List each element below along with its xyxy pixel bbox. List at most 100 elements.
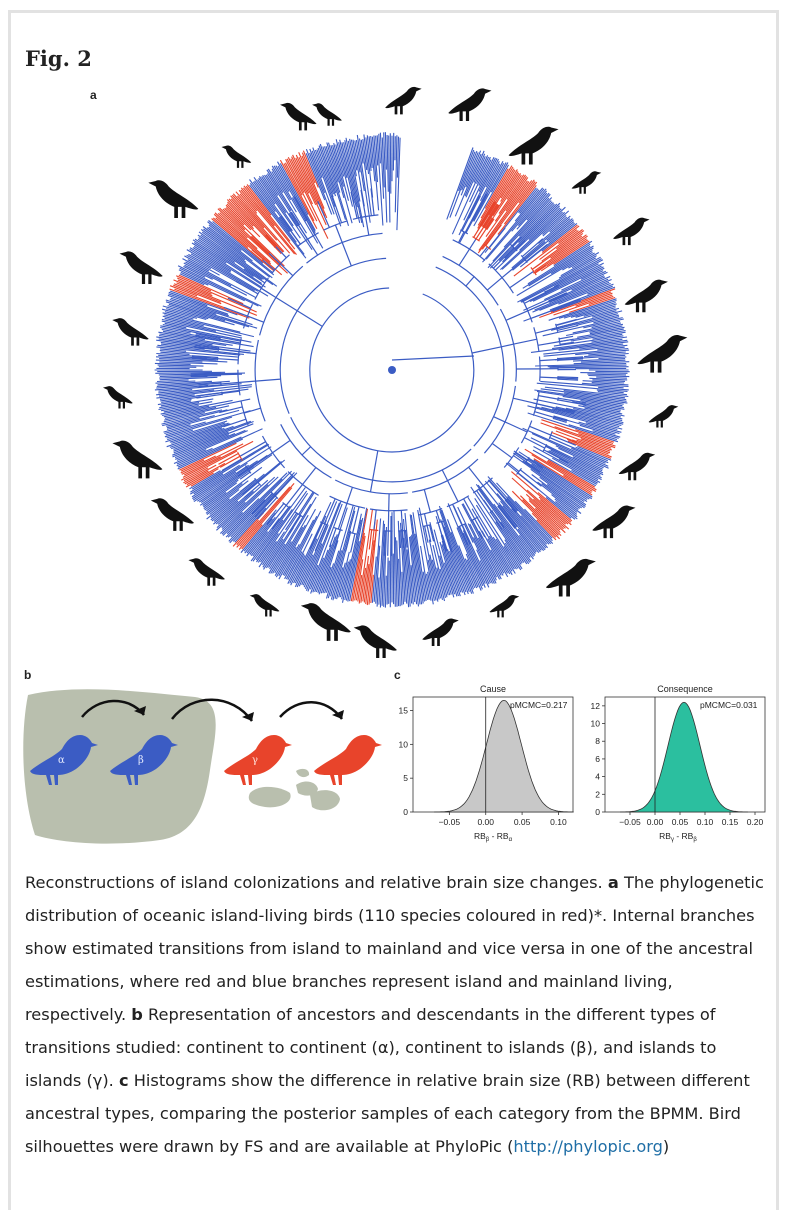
y-tick-label: 4 xyxy=(595,772,600,782)
y-tick-label: 8 xyxy=(595,736,600,746)
bird-silhouette-icon xyxy=(649,405,679,427)
tree-tip xyxy=(387,558,388,605)
tree-branch xyxy=(191,373,221,374)
bird-silhouette-icon xyxy=(103,386,133,408)
tree-branch xyxy=(388,531,389,556)
bird-silhouette-icon xyxy=(572,171,602,193)
cause-title: Cause xyxy=(480,684,506,694)
tree-branch xyxy=(258,463,281,482)
bird-silhouette-icon xyxy=(422,619,458,647)
bird-silhouette-icon xyxy=(354,625,397,658)
tree-branch xyxy=(280,264,293,276)
tree-branch xyxy=(338,503,347,529)
tree-branch xyxy=(371,480,373,492)
tree-branch xyxy=(513,398,537,404)
tree-branch xyxy=(248,316,264,322)
tree-branch xyxy=(487,278,502,291)
x-tick-label: −0.05 xyxy=(439,817,461,827)
x-tick-label: 0.20 xyxy=(747,817,764,827)
tree-branch xyxy=(505,422,527,432)
alpha-label: α xyxy=(58,755,65,766)
tree-branch xyxy=(474,225,481,237)
tree-branch xyxy=(366,217,369,236)
tree-branch xyxy=(514,339,537,344)
bird-silhouette-icon xyxy=(222,145,252,167)
cause-xlabel: RBβ - RBα xyxy=(474,831,513,843)
island-shape xyxy=(310,790,340,810)
bird-silhouette-icon xyxy=(385,87,421,115)
tree-branch xyxy=(347,487,353,503)
tree-branch xyxy=(424,490,430,513)
bird-silhouette-icon xyxy=(112,441,162,479)
phylopic-link[interactable]: http://phylopic.org xyxy=(513,1137,662,1156)
arrow-gamma-gamma xyxy=(280,702,342,719)
tree-branch xyxy=(400,531,401,548)
y-tick-label: 15 xyxy=(399,706,409,716)
y-tick-label: 10 xyxy=(591,719,601,729)
y-tick-label: 10 xyxy=(399,739,409,749)
tree-tip xyxy=(389,136,390,223)
bird-silhouette-icon xyxy=(312,103,342,125)
tree-tip xyxy=(390,516,391,607)
bird-gamma-descendant xyxy=(314,735,382,785)
transition-diagram: α β γ xyxy=(20,675,390,850)
tree-branch xyxy=(470,239,477,249)
consequence-density-area xyxy=(620,702,748,812)
bird-silhouette-icon xyxy=(301,603,351,641)
tree-arc xyxy=(238,452,243,460)
beta-label: β xyxy=(138,755,144,766)
x-tick-label: 0.05 xyxy=(672,817,689,827)
tree-branch xyxy=(538,342,560,346)
tree-branch xyxy=(540,377,558,378)
tree-tip xyxy=(397,137,398,178)
tree-branch xyxy=(256,379,281,381)
tree-branch xyxy=(273,440,291,452)
bird-silhouette-icon xyxy=(592,506,635,539)
bird-silhouette-icon xyxy=(625,280,668,313)
y-tick-label: 0 xyxy=(403,807,408,817)
tree-branch xyxy=(506,311,528,321)
tree-tip xyxy=(596,377,627,378)
x-tick-label: 0.05 xyxy=(514,817,531,827)
x-tick-label: 0.00 xyxy=(647,817,664,827)
tree-tip xyxy=(588,376,629,377)
tree-arc xyxy=(473,237,480,242)
tree-branch xyxy=(191,374,221,375)
bird-silhouette-icon xyxy=(280,103,316,131)
tree-branch xyxy=(448,481,459,502)
bird-gamma: γ xyxy=(224,735,292,785)
tree-branch xyxy=(276,298,297,311)
bird-silhouette-icon xyxy=(613,218,649,246)
tree-branch xyxy=(269,253,281,264)
tree-arc xyxy=(522,300,532,323)
tree-arc xyxy=(370,530,379,531)
tree-arc xyxy=(280,258,386,413)
bird-silhouette-icon xyxy=(112,318,148,346)
bird-silhouette-icon xyxy=(250,594,280,616)
tree-branch xyxy=(535,328,556,333)
bird-silhouette-icon xyxy=(509,127,559,165)
tree-tip xyxy=(385,576,386,608)
tree-branch xyxy=(479,229,487,241)
caption-b-label: b xyxy=(131,1005,143,1024)
tree-branch xyxy=(540,360,558,361)
bird-silhouette-icon xyxy=(490,595,520,617)
tree-root xyxy=(388,366,396,374)
tree-branch xyxy=(425,514,428,526)
bird-silhouette-icon xyxy=(188,558,224,586)
tree-branch xyxy=(342,243,351,266)
tree-branch xyxy=(538,396,558,400)
bird-silhouette-icon xyxy=(619,453,655,481)
x-tick-label: 0.10 xyxy=(697,817,714,827)
island-shape xyxy=(296,769,309,777)
tree-branch xyxy=(502,259,524,278)
island-shape xyxy=(249,787,291,807)
bird-silhouette-icon xyxy=(448,88,491,121)
caption-a-text: The phylogenetic distribution of oceanic… xyxy=(25,873,764,1024)
tree-branch xyxy=(466,277,474,287)
tree-branch xyxy=(238,381,255,382)
tree-arc xyxy=(291,417,471,482)
tree-branch xyxy=(494,417,505,422)
gamma-label: γ xyxy=(252,755,258,766)
